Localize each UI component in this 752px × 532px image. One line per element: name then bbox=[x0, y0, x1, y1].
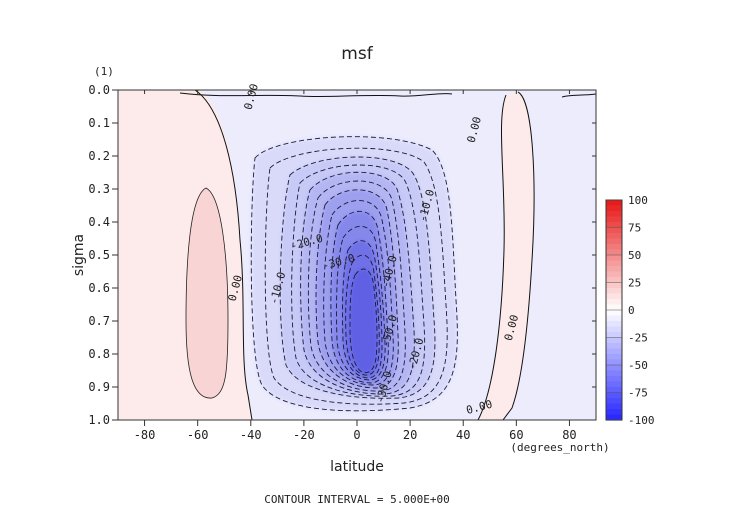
colorbar-segment bbox=[606, 409, 622, 416]
y-tick-label: 1.0 bbox=[88, 413, 110, 427]
x-tick-label: 60 bbox=[509, 428, 523, 442]
colorbar-segment bbox=[606, 337, 622, 344]
colorbar-segment bbox=[606, 238, 622, 245]
y-tick-label: 0.9 bbox=[88, 380, 110, 394]
colorbar-segment bbox=[606, 293, 622, 300]
colorbar-segment bbox=[606, 211, 622, 218]
colorbar-label: -75 bbox=[628, 387, 648, 400]
colorbar: 100 75 50 25 0 -25 -50 -75 -100 bbox=[605, 194, 655, 427]
colorbar-segment bbox=[606, 376, 622, 383]
colorbar-segment bbox=[606, 249, 622, 256]
x-tick-label: -40 bbox=[240, 428, 262, 442]
colorbar-label: -100 bbox=[628, 414, 655, 427]
x-axis: -80 -60 -40 -20 0 20 40 60 80 bbox=[134, 90, 577, 442]
x-units-label: (degrees_north) bbox=[510, 441, 609, 454]
chart-title: msf bbox=[341, 44, 373, 64]
y-tick-label: 0.7 bbox=[88, 314, 110, 328]
colorbar-segment bbox=[606, 304, 622, 311]
colorbar-label: -25 bbox=[628, 332, 648, 345]
colorbar-segment bbox=[606, 227, 622, 234]
colorbar-segment bbox=[606, 260, 622, 267]
colorbar-segment bbox=[606, 348, 622, 355]
colorbar-segment bbox=[606, 282, 622, 289]
y-tick-label: 0.3 bbox=[88, 182, 110, 196]
plot-area bbox=[118, 90, 596, 420]
colorbar-label: 100 bbox=[628, 194, 648, 207]
x-tick-label: -20 bbox=[293, 428, 315, 442]
x-tick-label: 80 bbox=[562, 428, 576, 442]
colorbar-segment bbox=[606, 255, 622, 262]
x-tick-label: -60 bbox=[187, 428, 209, 442]
zero-contours bbox=[179, 90, 596, 420]
y-axis-label: sigma bbox=[71, 234, 87, 276]
colorbar-segment bbox=[606, 332, 622, 339]
colorbar-label: -50 bbox=[628, 359, 648, 372]
colorbar-segment bbox=[606, 288, 622, 295]
colorbar-segment bbox=[606, 299, 622, 306]
colorbar-segment bbox=[606, 387, 622, 394]
colorbar-label: 75 bbox=[628, 222, 641, 235]
colorbar-segment bbox=[606, 277, 622, 284]
colorbar-segment bbox=[606, 381, 622, 388]
contour-interval-text: CONTOUR INTERVAL = 5.000E+00 bbox=[264, 493, 449, 506]
colorbar-segment bbox=[606, 233, 622, 240]
y-tick-label: 0.8 bbox=[88, 347, 110, 361]
colorbar-segment bbox=[606, 266, 622, 273]
y-tick-label: 0.2 bbox=[88, 149, 110, 163]
colorbar-segment bbox=[606, 222, 622, 229]
colorbar-label: 0 bbox=[628, 304, 635, 317]
colorbar-segment bbox=[606, 200, 622, 207]
x-tick-label: 40 bbox=[456, 428, 470, 442]
colorbar-segment bbox=[606, 354, 622, 361]
x-axis-label: latitude bbox=[330, 459, 384, 475]
positive-core-south bbox=[185, 187, 229, 399]
colorbar-segment bbox=[606, 216, 622, 223]
colorbar-label: 25 bbox=[628, 277, 641, 290]
colorbar-segment bbox=[606, 365, 622, 372]
colorbar-segment bbox=[606, 359, 622, 366]
y-tick-label: 0.6 bbox=[88, 281, 110, 295]
colorbar-segment bbox=[606, 403, 622, 410]
colorbar-segment bbox=[606, 205, 622, 212]
colorbar-segment bbox=[606, 398, 622, 405]
colorbar-segment bbox=[606, 392, 622, 399]
y-tick-label: 0.0 bbox=[88, 83, 110, 97]
colorbar-segment bbox=[606, 370, 622, 377]
colorbar-segment bbox=[606, 414, 622, 421]
negative-cell-fill bbox=[251, 136, 458, 411]
y-tick-label: 0.5 bbox=[88, 248, 110, 262]
colorbar-segment bbox=[606, 326, 622, 333]
x-tick-label: -80 bbox=[134, 428, 156, 442]
colorbar-segment bbox=[606, 244, 622, 251]
variable-units-label: (1) bbox=[94, 65, 114, 78]
x-tick-label: 0 bbox=[353, 428, 360, 442]
colorbar-segment bbox=[606, 315, 622, 322]
y-tick-label: 0.4 bbox=[88, 215, 110, 229]
y-axis: 0.0 0.1 0.2 0.3 0.4 0.5 0.6 0.7 0.8 0.9 1.0 bbox=[88, 83, 596, 427]
colorbar-label: 50 bbox=[628, 249, 641, 262]
colorbar-segment bbox=[606, 310, 622, 317]
colorbar-segment bbox=[606, 271, 622, 278]
y-tick-label: 0.1 bbox=[88, 116, 110, 130]
colorbar-segment bbox=[606, 321, 622, 328]
negative-contours bbox=[250, 136, 458, 412]
x-tick-label: 20 bbox=[403, 428, 417, 442]
positive-region-north bbox=[478, 92, 535, 420]
colorbar-segment bbox=[606, 343, 622, 350]
